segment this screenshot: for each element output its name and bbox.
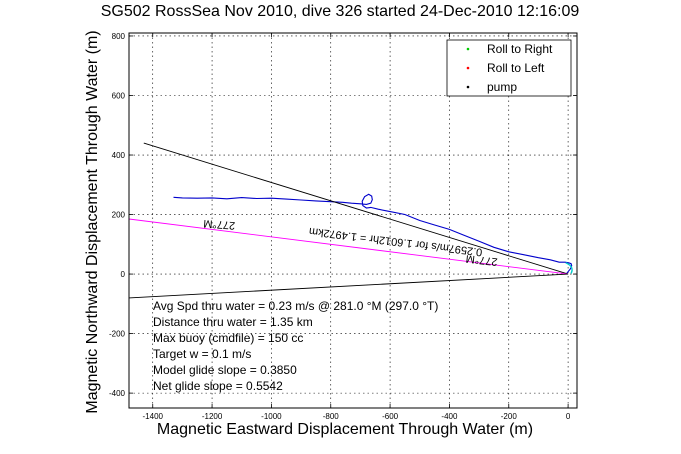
- legend-label: Roll to Right: [487, 42, 553, 56]
- chart-title: SG502 RossSea Nov 2010, dive 326 started…: [101, 3, 580, 20]
- x-axis-label: Magnetic Eastward Displacement Through W…: [157, 421, 533, 438]
- legend-label: pump: [487, 80, 517, 94]
- y-tick-label: 200: [112, 211, 126, 220]
- x-tick-label: -600: [382, 412, 399, 421]
- info-line: Max buoy (cmdfile) = 150 cc: [153, 331, 303, 345]
- plot-frame: [128, 32, 578, 409]
- y-tick-label: 400: [112, 151, 126, 160]
- legend-label: Roll to Left: [487, 61, 545, 75]
- series-heading-line: [143, 142, 569, 275]
- plot-series: [128, 142, 573, 299]
- x-tick-label: -400: [441, 412, 458, 421]
- info-box: Avg Spd thru water = 0.23 m/s @ 281.0 °M…: [153, 299, 438, 393]
- series-track-line: [173, 193, 573, 274]
- legend-marker: [466, 66, 470, 70]
- info-line: Avg Spd thru water = 0.23 m/s @ 281.0 °M…: [153, 299, 438, 313]
- x-tick-label: -1000: [261, 412, 282, 421]
- x-tick-label: -800: [323, 412, 340, 421]
- series-start-mark: [565, 262, 573, 274]
- x-axis-ticks: -1400 -1200 -1000 -800 -600 -400 -200 0: [143, 33, 571, 421]
- y-tick-label: 600: [112, 92, 126, 101]
- x-tick-label: -1200: [202, 412, 223, 421]
- y-tick-label: -200: [109, 330, 126, 339]
- x-tick-label: 0: [566, 412, 571, 421]
- info-line: Distance thru water = 1.35 km: [153, 315, 313, 329]
- info-line: Model glide slope = 0.3850: [153, 363, 297, 377]
- y-tick-label: -400: [109, 389, 126, 398]
- x-tick-label: -1400: [143, 412, 164, 421]
- legend-marker: [466, 47, 470, 51]
- info-line: Net glide slope = 0.5542: [153, 379, 283, 393]
- x-tick-label: -200: [501, 412, 518, 421]
- legend-marker: [466, 85, 470, 89]
- annotation-label: 277°M: [465, 252, 498, 267]
- series-glide-line: [128, 218, 569, 275]
- info-line: Target w = 0.1 m/s: [153, 347, 251, 361]
- y-tick-label: 800: [112, 32, 126, 41]
- y-axis-label: Magnetic Northward Displacement Through …: [84, 30, 101, 413]
- legend: Roll to Right Roll to Left pump: [446, 39, 572, 97]
- y-axis-ticks: -400 -200 0 200 400 600 800: [109, 32, 577, 398]
- annotation-label: 277°M: [203, 217, 236, 231]
- y-tick-label: 0: [121, 270, 126, 279]
- series-reference-line: [128, 273, 569, 299]
